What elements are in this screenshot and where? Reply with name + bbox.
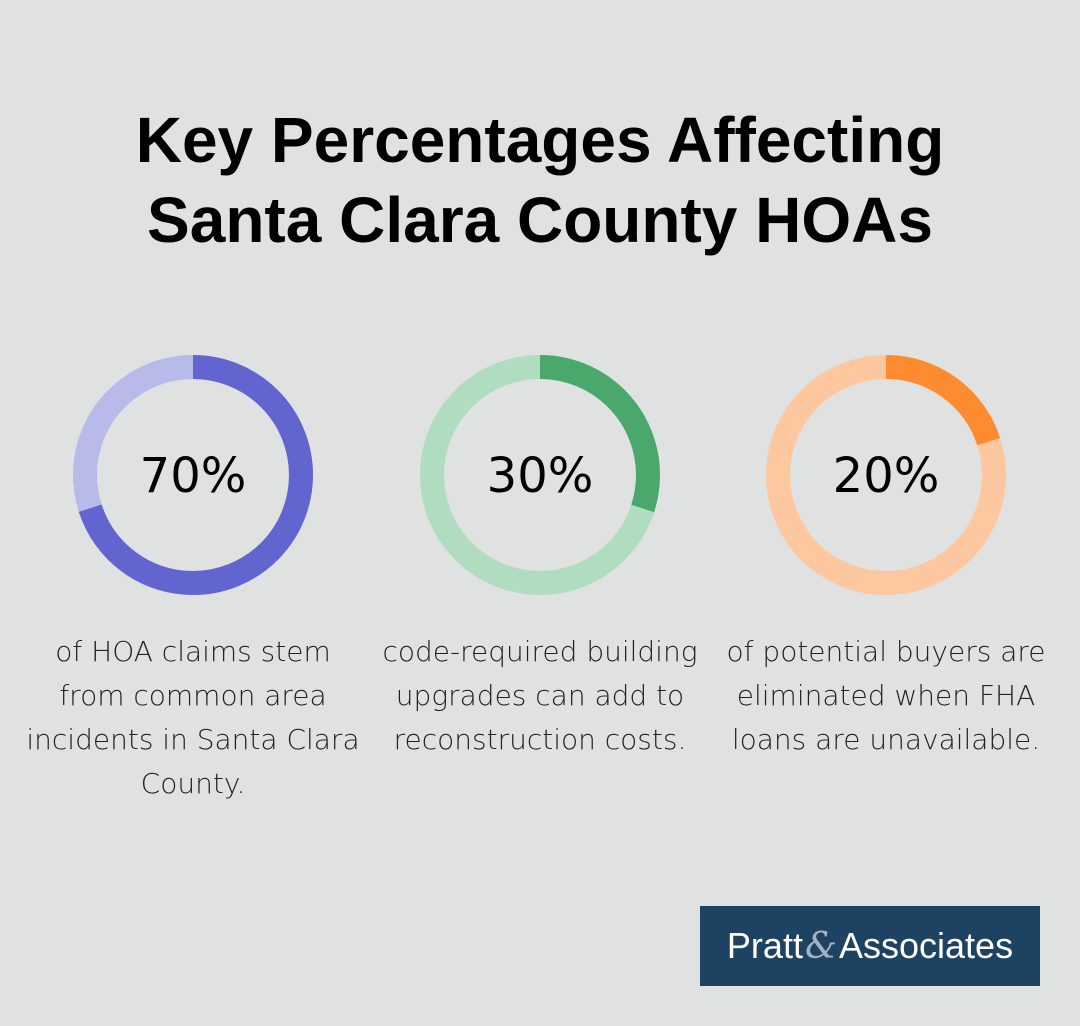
donut-percent-label: 30% bbox=[487, 448, 594, 504]
stat-description: of HOA claims stem from common area inci… bbox=[23, 630, 363, 806]
logo-text-associates: Associates bbox=[839, 925, 1013, 967]
stat-card-3: 20% of potential buyers are eliminated w… bbox=[716, 350, 1056, 762]
logo-text-pratt: Pratt bbox=[727, 925, 803, 967]
stat-description: of potential buyers are eliminated when … bbox=[716, 630, 1056, 762]
title-line-1: Key Percentages Affecting bbox=[0, 100, 1080, 180]
title-line-2: Santa Clara County HOAs bbox=[0, 180, 1080, 260]
donut-chart-1: 70% bbox=[68, 350, 318, 600]
pratt-associates-logo: Pratt&Associates bbox=[700, 906, 1040, 986]
page-title: Key Percentages Affecting Santa Clara Co… bbox=[0, 100, 1080, 260]
donut-chart-2: 30% bbox=[415, 350, 665, 600]
donut-percent-label: 70% bbox=[140, 448, 247, 504]
donut-percent-label: 20% bbox=[833, 448, 940, 504]
logo-ampersand: & bbox=[805, 926, 837, 967]
stat-card-1: 70% of HOA claims stem from common area … bbox=[23, 350, 363, 806]
stat-card-2: 30% code-required building upgrades can … bbox=[370, 350, 710, 762]
donut-chart-3: 20% bbox=[761, 350, 1011, 600]
stat-description: code-required building upgrades can add … bbox=[370, 630, 710, 762]
